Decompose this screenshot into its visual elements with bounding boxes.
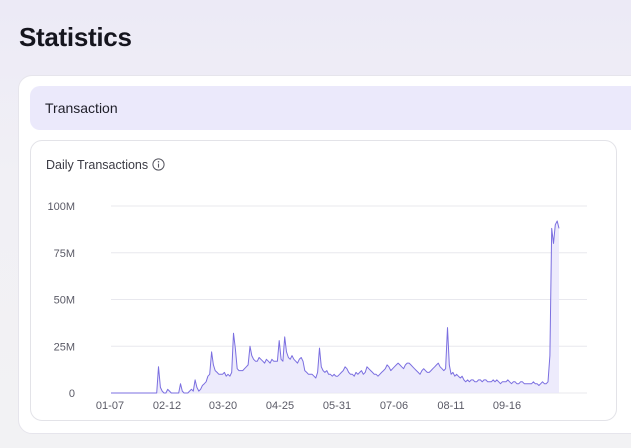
x-tick-label: 03-20 bbox=[209, 400, 237, 412]
series-area bbox=[111, 221, 559, 393]
daily-transactions-chart: 0 25M 50M 75M 100M 01-07 02-12 03-20 04-25 05-31 0… bbox=[47, 201, 587, 412]
x-tick-label: 05-31 bbox=[323, 400, 351, 412]
y-tick-label: 100M bbox=[47, 201, 75, 213]
y-tick-label: 25M bbox=[54, 341, 75, 353]
y-tick-label: 75M bbox=[54, 248, 75, 260]
y-tick-label: 50M bbox=[54, 295, 75, 307]
x-tick-label: 02-12 bbox=[153, 400, 181, 412]
series-line[interactable] bbox=[111, 220, 560, 394]
x-tick-label: 01-07 bbox=[96, 400, 124, 412]
x-tick-label: 09-16 bbox=[493, 400, 521, 412]
x-tick-label: 04-25 bbox=[266, 400, 294, 412]
x-tick-label: 08-11 bbox=[437, 400, 464, 412]
transaction-section-header[interactable]: Transaction bbox=[30, 86, 631, 130]
chart-title: Daily Transactions bbox=[46, 158, 149, 172]
section-title: Transaction bbox=[45, 100, 118, 116]
x-tick-label: 07-06 bbox=[380, 400, 408, 412]
daily-transactions-chart-card: Daily Transactions 0 25M 50M 75M 100M 01-07 02… bbox=[30, 140, 617, 421]
page-title: Statistics bbox=[19, 22, 132, 52]
y-tick-label: 0 bbox=[69, 388, 75, 400]
info-icon[interactable] bbox=[152, 158, 165, 171]
